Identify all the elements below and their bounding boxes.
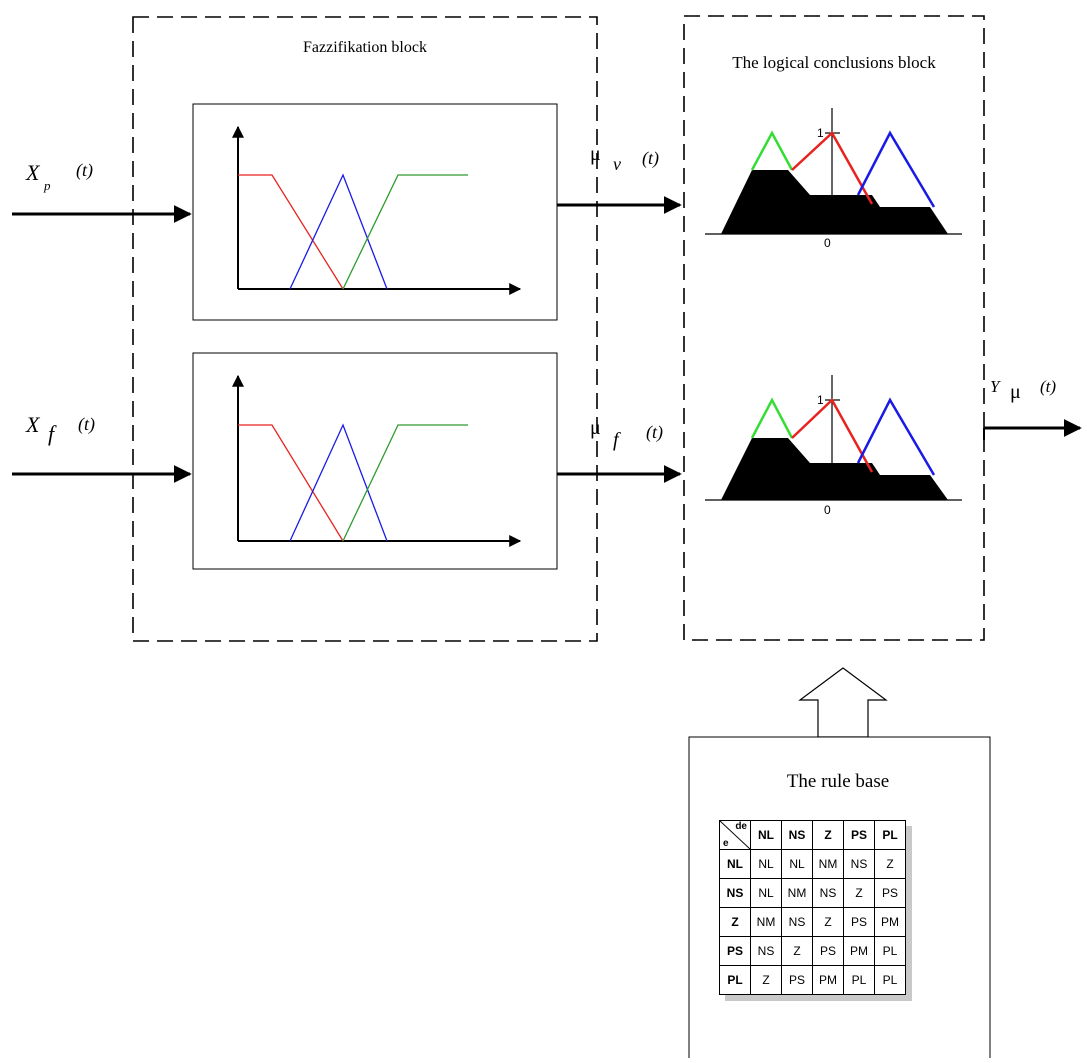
mu-v-argument: (t)	[642, 148, 659, 169]
rule-base-up-arrow	[798, 667, 888, 738]
corner-diagonal	[720, 821, 750, 849]
column-header: NS	[781, 820, 813, 850]
rule-cell: PL	[874, 936, 906, 966]
panel-p-red-membership	[238, 174, 344, 290]
column-header: Z	[812, 820, 844, 850]
rule-table-corner: de e	[719, 820, 751, 850]
rule-cell: PS	[874, 878, 906, 908]
mu-f-subscript: f	[613, 429, 621, 451]
lower-label-zero: 0	[824, 503, 831, 517]
output-label: Y	[990, 377, 1001, 396]
conclusions-block	[683, 15, 985, 641]
rule-base-title: The rule base	[787, 771, 889, 792]
mu-v-label: μ	[590, 143, 601, 165]
rule-cell: NL	[750, 849, 782, 879]
upper-blue-peak	[856, 130, 936, 208]
rule-cell: Z	[781, 936, 813, 966]
rule-row: PL Z PS PM PL PL	[719, 965, 906, 995]
row-header: NS	[719, 878, 751, 908]
rule-cell: PL	[843, 965, 875, 995]
column-header: PS	[843, 820, 875, 850]
lower-red-peak	[791, 397, 874, 473]
rule-row: PS NS Z PS PM PL	[719, 936, 906, 966]
panel-f-red-membership	[238, 424, 344, 542]
aggregation-upper: 1 0	[705, 108, 962, 250]
rule-table-header-row: de e NL NS Z PS PL	[719, 820, 906, 850]
aggregation-lower: 1 0	[705, 375, 962, 517]
row-header: NL	[719, 849, 751, 879]
input-p-label: X	[25, 160, 41, 185]
rule-cell: Z	[843, 878, 875, 908]
lower-green-peak	[750, 397, 794, 439]
rule-cell: PM	[843, 936, 875, 966]
rule-row: Z NM NS Z PS PM	[719, 907, 906, 937]
rule-cell: PS	[843, 907, 875, 937]
upper-red-peak	[791, 131, 874, 205]
panel-f-green-membership	[342, 424, 468, 542]
rule-cell: PM	[812, 965, 844, 995]
fuzzification-title: Fazzifikation block	[303, 39, 427, 56]
mu-f-label: μ	[590, 417, 601, 439]
panel-p-green-membership	[342, 174, 468, 290]
upper-label-zero: 0	[824, 236, 831, 250]
rule-cell: NL	[781, 849, 813, 879]
lower-label-one: 1	[817, 393, 824, 407]
rule-cell: NS	[781, 907, 813, 937]
input-f-argument: (t)	[78, 414, 95, 435]
rule-cell: NM	[750, 907, 782, 937]
rule-cell: PS	[812, 936, 844, 966]
rule-cell: NM	[781, 878, 813, 908]
input-f-label: X	[25, 412, 41, 437]
membership-panel-f	[192, 352, 558, 570]
mu-f-argument: (t)	[646, 422, 663, 443]
mu-v-subscript: v	[613, 154, 621, 174]
fuzzification-block	[132, 16, 598, 642]
upper-label-one: 1	[817, 126, 824, 140]
rule-cell: Z	[750, 965, 782, 995]
rule-cell: NM	[812, 849, 844, 879]
conclusions-title: The logical conclusions block	[732, 53, 936, 72]
rule-row: NS NL NM NS Z PS	[719, 878, 906, 908]
rule-cell: NL	[750, 878, 782, 908]
row-header: PL	[719, 965, 751, 995]
upper-aggregated-area	[721, 170, 948, 234]
panel-f-blue-membership	[289, 423, 388, 542]
input-p-argument: (t)	[76, 160, 93, 181]
membership-panel-p	[192, 103, 558, 321]
input-f-subscript: f	[48, 421, 57, 446]
output-argument: (t)	[1040, 377, 1056, 396]
rule-cell: NS	[843, 849, 875, 879]
lower-blue-peak	[856, 397, 936, 476]
corner-de-label: de	[735, 821, 747, 832]
row-header: Z	[719, 907, 751, 937]
rule-cell: PL	[874, 965, 906, 995]
column-header: NL	[750, 820, 782, 850]
rule-row: NL NL NL NM NS Z	[719, 849, 906, 879]
row-header: PS	[719, 936, 751, 966]
rule-cell: NS	[812, 878, 844, 908]
output-subscript: μ	[1010, 381, 1021, 403]
column-header: PL	[874, 820, 906, 850]
lower-aggregated-area	[721, 438, 948, 500]
rule-cell: Z	[812, 907, 844, 937]
panel-p-blue-membership	[289, 173, 388, 290]
upper-green-peak	[750, 130, 794, 171]
input-p-subscript: p	[43, 178, 51, 193]
rule-cell: Z	[874, 849, 906, 879]
corner-e-label: e	[723, 838, 729, 849]
rule-cell: PS	[781, 965, 813, 995]
rule-cell: PM	[874, 907, 906, 937]
rule-table: de e NL NS Z PS PL NL NL NL NM NS Z NS N…	[719, 820, 906, 995]
rule-cell: NS	[750, 936, 782, 966]
